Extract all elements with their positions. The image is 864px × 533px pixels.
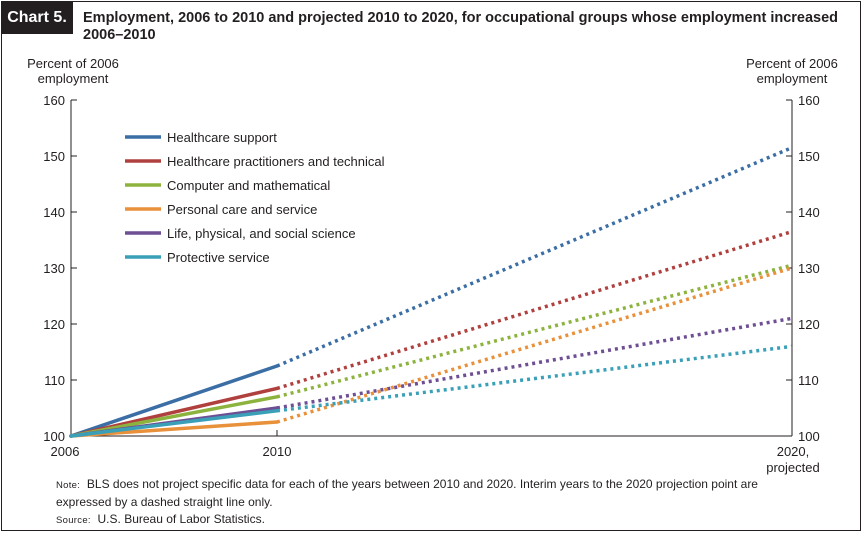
- right-y-tick-label: 160: [798, 93, 820, 108]
- right-y-tick-label: 140: [798, 205, 820, 220]
- series-line-actual: [69, 364, 279, 438]
- left-y-tick-label: 110: [44, 373, 65, 388]
- chart-number-label: Chart 5.: [1, 1, 73, 34]
- chart-note: Note: BLS does not project specific data…: [56, 476, 776, 510]
- right-y-tick-label: 100: [798, 429, 820, 444]
- legend-label: Protective service: [167, 250, 270, 265]
- note-text: BLS does not project specific data for e…: [56, 477, 758, 509]
- note-prefix: Note:: [56, 480, 81, 491]
- legend-label: Life, physical, and social science: [167, 226, 356, 241]
- x-tick-label: projected: [766, 460, 819, 475]
- series-line-actual: [69, 395, 279, 438]
- source-text: U.S. Bureau of Labor Statistics.: [97, 512, 265, 526]
- left-y-tick-label: 140: [43, 205, 65, 220]
- chart-title: Employment, 2006 to 2010 and projected 2…: [83, 10, 839, 43]
- series-line-projected: [276, 316, 793, 410]
- legend-label: Healthcare support: [167, 130, 277, 145]
- series-line-actual: [69, 409, 279, 438]
- left-y-tick-label: 120: [43, 317, 65, 332]
- right-y-tick-label: 130: [798, 261, 820, 276]
- x-tick-label: 2010: [263, 444, 292, 459]
- legend-label: Computer and mathematical: [167, 178, 330, 193]
- legend-label: Personal care and service: [167, 202, 317, 217]
- x-tick-label: 2020,: [777, 444, 810, 459]
- series-line-projected: [276, 263, 793, 399]
- right-y-tick-label: 110: [798, 373, 819, 388]
- left-y-tick-label: 160: [43, 93, 65, 108]
- series-line-projected: [276, 229, 793, 391]
- legend-label: Healthcare practitioners and technical: [167, 154, 385, 169]
- series-line-actual: [69, 420, 279, 438]
- x-tick-label: 2006: [51, 444, 80, 459]
- right-y-tick-label: 120: [798, 317, 820, 332]
- chart-source: Source: U.S. Bureau of Labor Statistics.: [56, 512, 265, 526]
- series-line-projected: [276, 266, 793, 424]
- left-y-tick-label: 150: [43, 149, 65, 164]
- left-axis-title: Percent of 2006 employment: [27, 56, 119, 86]
- source-prefix: Source:: [56, 515, 91, 526]
- series-line-projected: [276, 344, 793, 413]
- series-line-projected: [276, 145, 793, 368]
- right-axis-title: Percent of 2006 employment: [746, 56, 838, 86]
- right-y-tick-label: 150: [798, 149, 820, 164]
- left-y-tick-label: 130: [43, 261, 65, 276]
- left-y-tick-label: 100: [43, 429, 65, 444]
